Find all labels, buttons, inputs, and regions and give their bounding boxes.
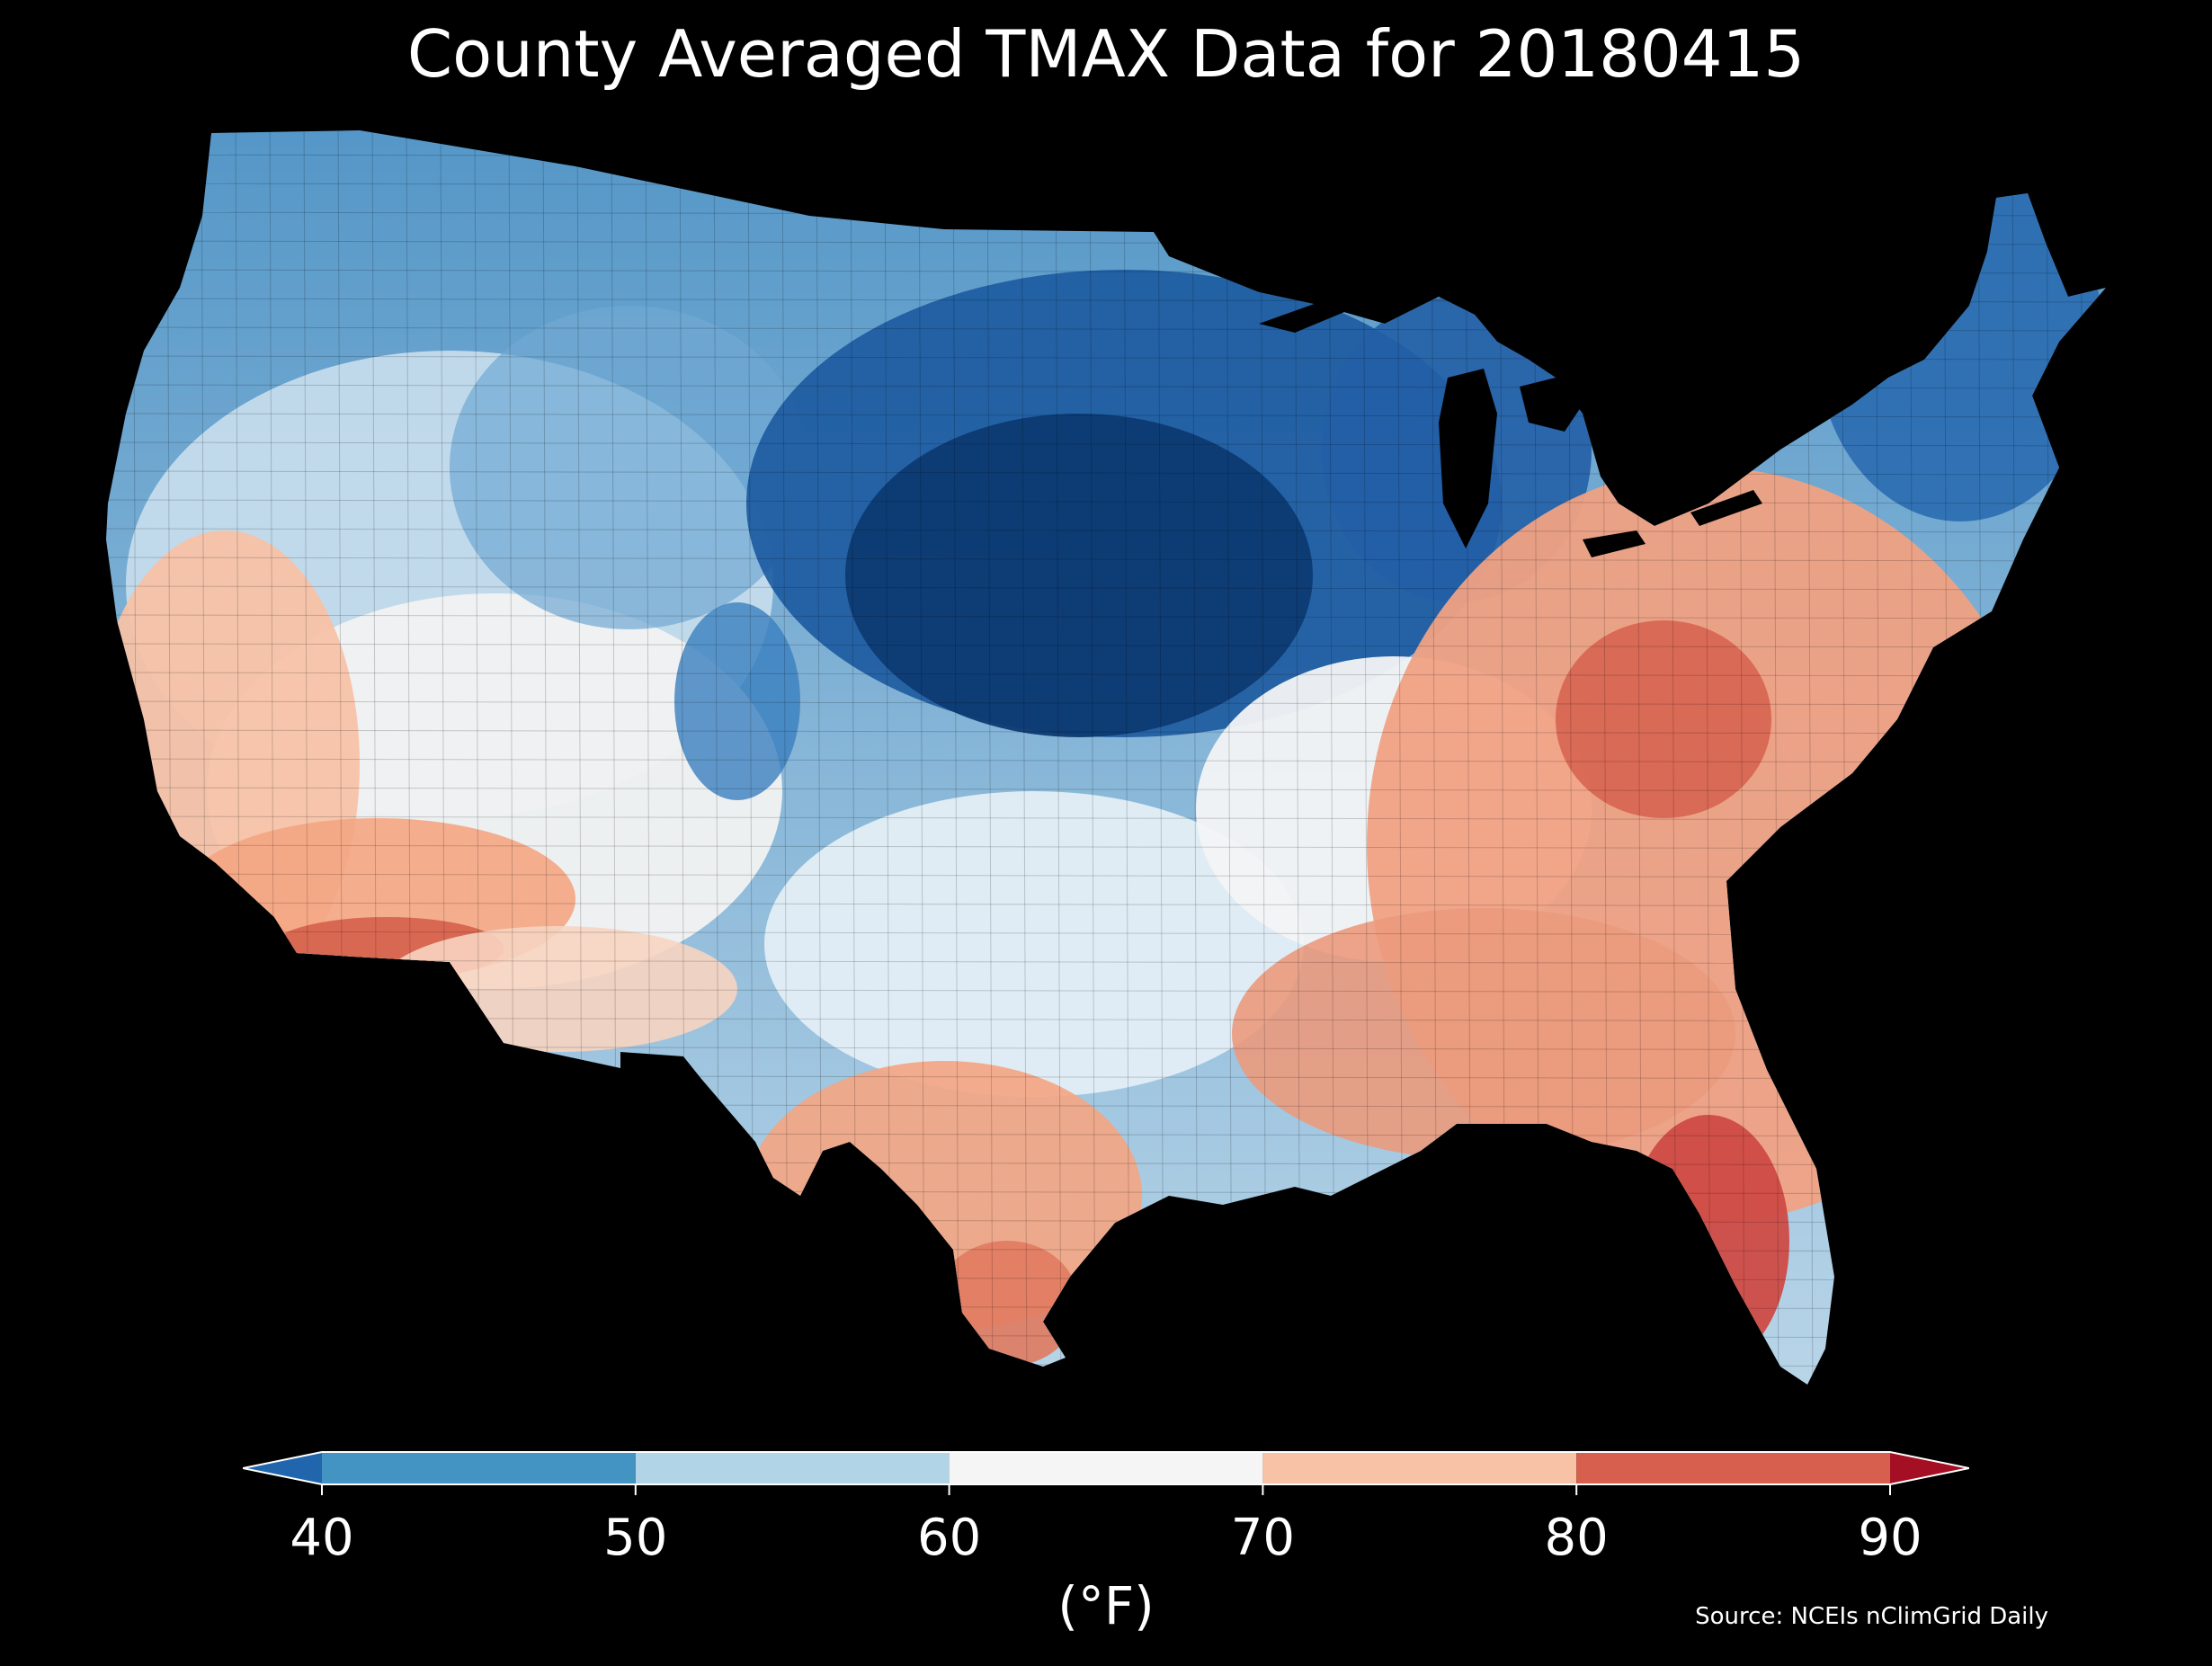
colorbar-segment	[1576, 1452, 1890, 1484]
colorbar-segment	[322, 1452, 636, 1484]
colorbar-tick-label: 60	[916, 1509, 982, 1567]
colorbar-tick-label: 80	[1544, 1509, 1609, 1567]
colorbar	[243, 1451, 1969, 1495]
colorbar-segment	[949, 1452, 1263, 1484]
colorbar-tick-label: 50	[603, 1509, 668, 1567]
colorbar-tick-label: 40	[290, 1509, 354, 1567]
great-lakes	[1259, 288, 1762, 557]
colorbar-segment	[635, 1452, 950, 1484]
colorbar-tick-label: 90	[1858, 1509, 1922, 1567]
colorbar-arrow-low	[243, 1452, 322, 1484]
source-credit: Source: NCEIs nClimGrid Daily	[1695, 1603, 2048, 1630]
colorbar-tick-label: 70	[1230, 1509, 1296, 1567]
colorbar-unit-label: (°F)	[1057, 1575, 1155, 1636]
colorbar-segment	[1262, 1452, 1577, 1484]
map-title: County Averaged TMAX Data for 20180415	[406, 16, 1806, 92]
colorbar-arrow-high	[1890, 1452, 1969, 1484]
